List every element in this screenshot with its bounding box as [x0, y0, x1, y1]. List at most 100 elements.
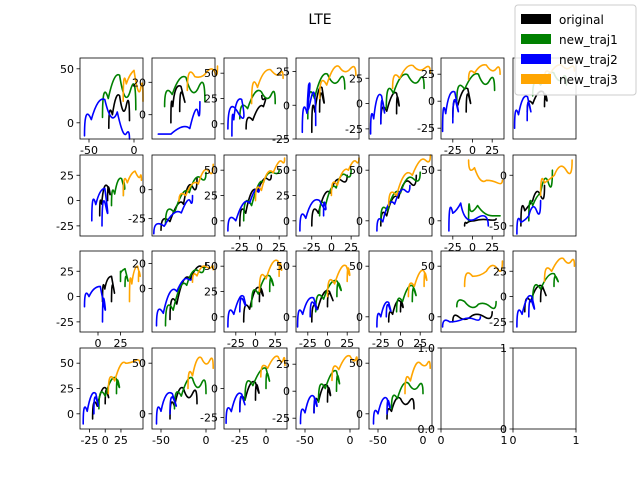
- y-tick-label: 25: [60, 169, 74, 182]
- series-line-original: [311, 86, 325, 134]
- y-tick-label: 50: [204, 260, 218, 273]
- series-line-new_traj1: [242, 169, 280, 222]
- series-line-original: [520, 184, 546, 227]
- y-tick-label: 0: [211, 118, 218, 131]
- y-tick-label: -25: [56, 220, 74, 233]
- y-tick-label: 20: [132, 257, 146, 270]
- figure-title: LTE: [308, 12, 331, 28]
- x-tick-label: -25: [303, 241, 321, 254]
- series-line-new_traj2: [516, 199, 542, 235]
- y-tick-label: 50: [60, 63, 74, 76]
- series-line-new_traj3: [260, 355, 286, 378]
- series-line-new_traj3: [254, 157, 286, 202]
- series-line-new_traj2: [301, 82, 317, 134]
- y-tick-label: 0: [428, 311, 435, 324]
- y-tick-label: -25: [345, 123, 363, 136]
- y-tick-label: -25: [272, 133, 290, 146]
- y-tick-label: 0: [211, 215, 218, 228]
- y-tick-label: 0: [67, 291, 74, 304]
- legend-label-new_traj1: new_traj1: [559, 33, 618, 47]
- series-line-original: [108, 94, 131, 129]
- subplot-1-2: 0 20: [132, 57, 219, 140]
- y-tick-label: 0: [283, 215, 290, 228]
- y-tick-label: -25: [272, 412, 290, 425]
- series-line-new_traj2: [82, 391, 100, 425]
- x-tick-label: -25: [444, 241, 462, 254]
- series-line-new_traj1: [239, 89, 277, 120]
- x-tick-label: 0: [95, 337, 102, 350]
- y-tick-label: 0: [500, 423, 507, 436]
- series-line-new_traj3: [539, 159, 573, 197]
- legend: original new_traj1 new_traj2 new_traj3: [514, 4, 637, 96]
- series-line-new_traj3: [407, 269, 428, 298]
- series-line-original: [452, 311, 493, 323]
- axes-frame: [368, 154, 433, 237]
- series-line-new_traj3: [467, 159, 504, 185]
- y-tick-label: 50: [204, 67, 218, 80]
- subplot-2-1: -25 0 25: [56, 154, 144, 237]
- series-line-original: [170, 85, 186, 124]
- y-tick-label: 0: [139, 109, 146, 122]
- y-tick-label: 1: [500, 342, 507, 355]
- series-line-new_traj2: [153, 194, 194, 235]
- y-tick-label: 25: [349, 72, 363, 85]
- series-line-original: [311, 174, 348, 227]
- series-line-original: [386, 396, 415, 420]
- y-tick-label: 0: [283, 99, 290, 112]
- x-tick-label: -25: [231, 241, 249, 254]
- legend-label-new_traj3: new_traj3: [559, 73, 618, 87]
- axes-frame: [368, 57, 433, 140]
- series-line-new_traj3: [326, 264, 351, 298]
- y-tick-label: 20: [132, 76, 146, 89]
- subplot-1-1: -50 0 0 50: [60, 57, 144, 157]
- subplot-1-4: -25 0 25: [272, 57, 360, 146]
- axes-frame: [295, 57, 360, 140]
- series-line-new_traj1: [119, 267, 129, 288]
- x-tick-label: -25: [80, 434, 98, 447]
- y-tick-label: 0: [211, 311, 218, 324]
- subplot-4-7: 0 101: [500, 342, 580, 447]
- series-line-new_traj1: [164, 265, 205, 327]
- series-line-new_traj1: [531, 272, 560, 303]
- subplot-3-1: 0 25 -25 0 25: [56, 250, 144, 350]
- x-tick-label: 0: [397, 337, 404, 350]
- y-tick-label: 1.0: [418, 342, 436, 355]
- axes-frame: [151, 57, 216, 140]
- subplot-4-2: -50 0 0 50: [132, 347, 216, 447]
- subplot-1-3: 0 25 50: [204, 57, 288, 140]
- subplot-3-2: 0 20: [132, 250, 216, 333]
- x-tick-label: -25: [299, 337, 317, 350]
- series-line-original: [101, 275, 116, 303]
- subplot-2-6: -25 0 25 0 50: [421, 154, 505, 254]
- subplot-1-6: -25 0 25 -25 0 25: [417, 57, 505, 157]
- x-tick-label: -25: [231, 434, 249, 447]
- subplot-2-4: -25 0 25 0 25 50: [276, 154, 360, 254]
- x-tick-label: 25: [272, 241, 286, 254]
- series-line-new_traj3: [122, 69, 144, 102]
- series-line-new_traj1: [456, 299, 497, 310]
- series-line-new_traj1: [456, 72, 496, 102]
- series-line-new_traj1: [390, 381, 424, 410]
- series-line-new_traj2: [448, 202, 490, 232]
- axes-frame: [151, 154, 216, 237]
- legend-swatch-new_traj1: [521, 34, 551, 44]
- x-tick-label: 25: [485, 144, 499, 157]
- y-tick-label: 50: [349, 357, 363, 370]
- subplot-4-1: -25 0 25 0 25 50: [60, 347, 144, 447]
- series-line-new_traj3: [187, 356, 214, 390]
- x-tick-label: 0: [102, 434, 109, 447]
- series-line-new_traj1: [380, 171, 421, 222]
- x-tick-label: 25: [268, 337, 282, 350]
- y-tick-label: 0: [139, 282, 146, 295]
- series-line-original: [524, 284, 547, 313]
- subplot-2-5: 0 50: [349, 154, 433, 237]
- series-line-new_traj1: [467, 203, 501, 222]
- series-line-new_traj1: [101, 73, 137, 119]
- series-line-new_traj3: [128, 265, 141, 303]
- legend-label-new_traj2: new_traj2: [559, 53, 618, 67]
- y-tick-label: 0: [500, 291, 507, 304]
